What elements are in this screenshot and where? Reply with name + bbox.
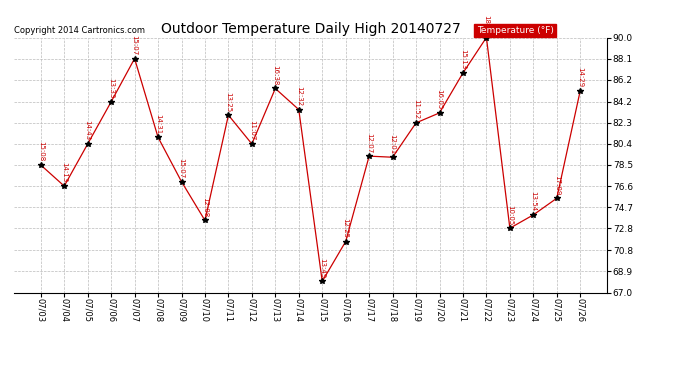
Text: 15:07: 15:07 [179, 158, 184, 178]
Text: 15:07: 15:07 [132, 35, 137, 55]
Text: 14:31: 14:31 [155, 114, 161, 134]
Text: 12:08: 12:08 [202, 197, 208, 217]
Text: 16:05: 16:05 [437, 89, 442, 110]
Text: 13:54: 13:54 [531, 192, 536, 211]
Text: 12:25: 12:25 [343, 218, 348, 238]
Text: 17:09: 17:09 [554, 174, 560, 195]
Text: 18:??: 18:?? [484, 15, 489, 34]
Text: 13:33: 13:33 [108, 78, 114, 99]
Text: 15:13: 15:13 [460, 50, 466, 70]
Text: Temperature (°F): Temperature (°F) [477, 26, 553, 35]
Text: 14:13: 14:13 [61, 162, 67, 183]
Title: Outdoor Temperature Daily High 20140727: Outdoor Temperature Daily High 20140727 [161, 22, 460, 36]
Text: 10:05: 10:05 [507, 205, 513, 225]
Text: 11:52: 11:52 [413, 99, 419, 120]
Text: 13:25: 13:25 [226, 92, 231, 112]
Text: 12:01: 12:01 [390, 134, 395, 154]
Text: 15:08: 15:08 [38, 141, 43, 162]
Text: 11:07: 11:07 [249, 120, 255, 141]
Text: Copyright 2014 Cartronics.com: Copyright 2014 Cartronics.com [14, 26, 145, 35]
Text: 14:29: 14:29 [578, 67, 583, 87]
Text: 12:32: 12:32 [296, 86, 302, 106]
Text: 16:38: 16:38 [273, 65, 278, 85]
Text: 12:07: 12:07 [366, 132, 372, 153]
Text: 14:43: 14:43 [85, 120, 90, 141]
Text: 13:49: 13:49 [319, 258, 325, 278]
